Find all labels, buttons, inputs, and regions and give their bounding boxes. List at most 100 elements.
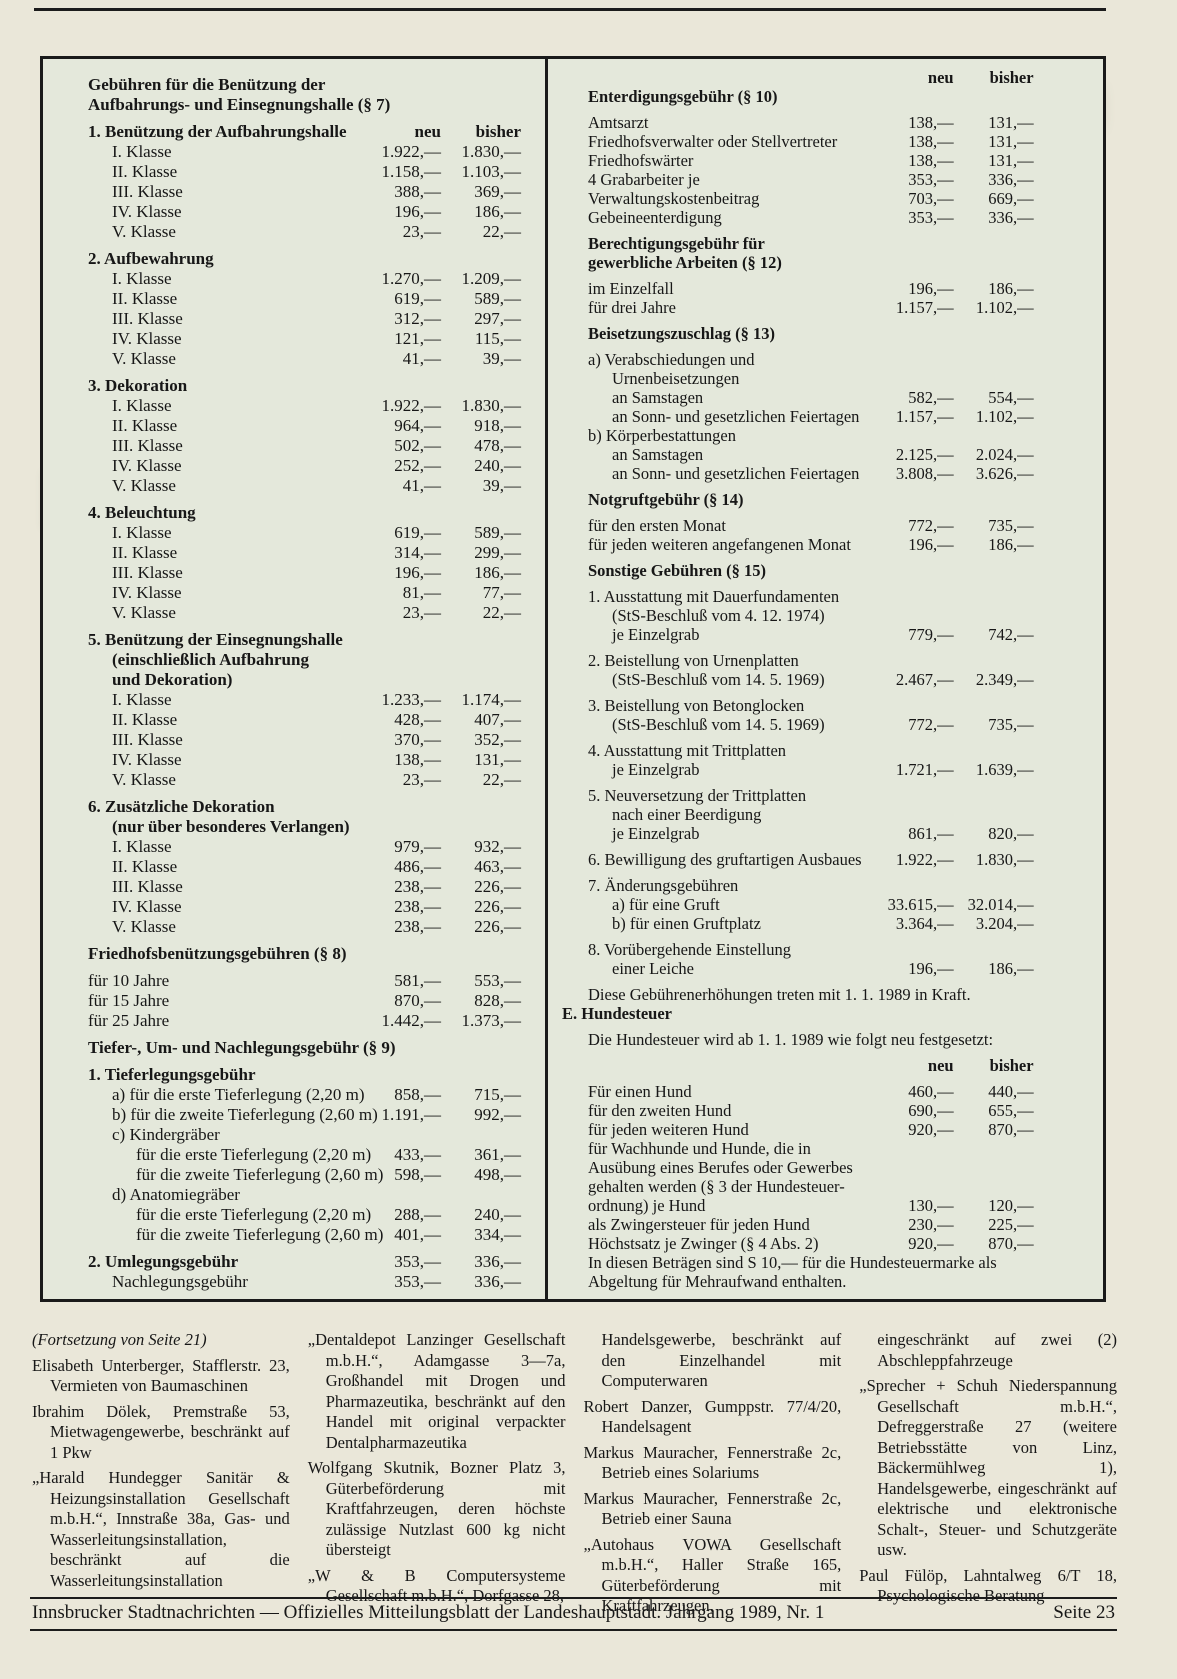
fee-label: an Samstagen bbox=[612, 388, 704, 407]
fee-line: II. Klasse 964,— 918,— bbox=[88, 416, 521, 436]
fee-line: 1. Benützung der Aufbahrungshalle neu bi… bbox=[88, 122, 521, 142]
fee-line: einer Leiche 196,— 186,— bbox=[588, 959, 1034, 978]
fee-amount-bisher bbox=[954, 876, 1034, 895]
fee-label: V. Klasse bbox=[112, 476, 176, 495]
fee-amount-neu: 861,— bbox=[908, 824, 954, 843]
fee-line: (einschließlich Aufbahrung bbox=[88, 650, 521, 670]
fee-amount-bisher bbox=[441, 95, 521, 115]
fee-line: für die erste Tieferlegung (2,20 m) 288,… bbox=[88, 1205, 521, 1225]
fee-amount-bisher bbox=[954, 786, 1034, 805]
fee-amount-bisher bbox=[441, 623, 521, 630]
fee-line: Amtsarzt 138,— 131,— bbox=[588, 113, 1034, 132]
fee-amount-bisher: 39,— bbox=[482, 349, 521, 368]
fee-amount-neu bbox=[862, 350, 954, 369]
fee-amount-bisher: 32.014,— bbox=[967, 895, 1034, 914]
fee-line: im Einzelfall 196,— 186,— bbox=[588, 279, 1034, 298]
fee-line bbox=[588, 843, 1034, 850]
fee-amount-neu: 81,— bbox=[402, 583, 441, 602]
fee-amount-bisher: 407,— bbox=[474, 710, 521, 729]
fee-line: je Einzelgrab 1.721,— 1.639,— bbox=[588, 760, 1034, 779]
listing-entry: Paul Fülöp, Lahntalweg 6/T 18, Psycholog… bbox=[859, 1565, 1117, 1606]
fee-label bbox=[588, 644, 862, 651]
fee-label: IV. Klasse bbox=[112, 583, 182, 602]
fee-label bbox=[588, 343, 862, 350]
fee-amount-neu: 401,— bbox=[394, 1225, 441, 1244]
fee-label: für 25 Jahre bbox=[88, 1011, 170, 1030]
fee-amount-bisher: 226,— bbox=[474, 877, 521, 896]
fee-amount-bisher bbox=[441, 964, 521, 971]
fee-amount-neu: 196,— bbox=[394, 202, 441, 221]
fee-amount-bisher: 3.204,— bbox=[975, 914, 1034, 933]
fee-label: Gebeineenterdigung bbox=[588, 208, 722, 227]
fee-amount-neu bbox=[349, 95, 441, 115]
fee-line: gewerbliche Arbeiten (§ 12) bbox=[588, 253, 1034, 272]
fee-line: Berechtigungsgebühr für bbox=[588, 234, 1034, 253]
fee-label bbox=[588, 869, 862, 876]
fee-label: an Sonn- und gesetzlichen Feiertagen bbox=[612, 464, 860, 483]
fee-amount-neu: 288,— bbox=[394, 1205, 441, 1224]
fee-label: 5. Neuversetzung der Trittplatten bbox=[588, 786, 807, 805]
fee-amount-bisher: 589,— bbox=[474, 523, 521, 542]
fee-line: IV. Klasse 196,— 186,— bbox=[88, 202, 521, 222]
fee-amount-neu: 196,— bbox=[394, 563, 441, 582]
fee-line: Aufbahrungs- und Einsegnungshalle (§ 7) bbox=[88, 95, 521, 115]
fee-amount-bisher bbox=[954, 869, 1034, 876]
fee-line: für die zweite Tieferlegung (2,60 m) 401… bbox=[88, 1225, 521, 1245]
fee-amount-bisher: 1.373,— bbox=[461, 1011, 522, 1030]
fee-amount-neu: 1.922,— bbox=[381, 396, 442, 415]
fee-column-right: neu bisher Enterdigungsgebühr (§ 10) Amt bbox=[548, 59, 1103, 1299]
fee-line: III. Klasse 196,— 186,— bbox=[88, 563, 521, 583]
fee-line: neu bisher bbox=[588, 68, 1034, 87]
fee-amount-bisher bbox=[441, 369, 521, 376]
fee-amount-bisher bbox=[954, 87, 1034, 106]
fee-line bbox=[588, 644, 1034, 651]
fee-label: gewerbliche Arbeiten (§ 12) bbox=[588, 253, 782, 272]
fee-amount-bisher bbox=[441, 503, 521, 523]
fee-amount-bisher: 1.103,— bbox=[461, 162, 522, 181]
fee-amount-neu: 619,— bbox=[394, 289, 441, 308]
fee-line: III. Klasse 238,— 226,— bbox=[88, 877, 521, 897]
fee-amount-neu bbox=[862, 253, 954, 272]
fee-amount-neu bbox=[862, 554, 954, 561]
fee-line: Tiefer-, Um- und Nachlegungsgebühr (§ 9) bbox=[88, 1038, 521, 1058]
fee-label: 2. Aufbewahrung bbox=[88, 249, 214, 268]
fee-label bbox=[88, 1245, 349, 1252]
fee-amount-neu: 130,— bbox=[908, 1196, 954, 1215]
fee-label: III. Klasse bbox=[112, 182, 183, 201]
fee-amount-bisher: 828,— bbox=[474, 991, 521, 1010]
fee-label: Tiefer-, Um- und Nachlegungsgebühr (§ 9) bbox=[88, 1038, 396, 1057]
fee-label: Nachlegungsgebühr bbox=[112, 1272, 248, 1291]
fee-amount-bisher: bisher bbox=[989, 1056, 1034, 1075]
fee-line: c) Kindergräber bbox=[88, 1125, 521, 1145]
fee-label: IV. Klasse bbox=[112, 897, 182, 916]
fee-amount-bisher: 463,— bbox=[474, 857, 521, 876]
fee-amount-bisher bbox=[441, 1185, 521, 1205]
fee-amount-bisher bbox=[954, 490, 1034, 509]
fee-amount-neu: 502,— bbox=[394, 436, 441, 455]
fee-label: a) für die erste Tieferlegung (2,20 m) bbox=[112, 1085, 365, 1104]
fee-amount-bisher: 1.830,— bbox=[975, 850, 1034, 869]
fee-line: IV. Klasse 121,— 115,— bbox=[88, 329, 521, 349]
fee-amount-bisher: 39,— bbox=[482, 476, 521, 495]
fee-amount-neu: 238,— bbox=[394, 897, 441, 916]
fee-label: I. Klasse bbox=[112, 690, 172, 709]
fee-amount-neu: 870,— bbox=[394, 991, 441, 1010]
fee-amount-neu bbox=[349, 623, 441, 630]
fee-amount-neu bbox=[862, 1177, 954, 1196]
fee-amount-neu: 772,— bbox=[908, 715, 954, 734]
fee-amount-bisher: 1.830,— bbox=[461, 142, 522, 161]
fee-line: 4 Grabarbeiter je 353,— 336,— bbox=[588, 170, 1034, 189]
fee-amount-bisher bbox=[441, 797, 521, 817]
fee-line bbox=[588, 554, 1034, 561]
fee-amount-neu bbox=[862, 1158, 954, 1177]
fee-line: 8. Vorübergehende Einstellung bbox=[588, 940, 1034, 959]
fee-line: II. Klasse 428,— 407,— bbox=[88, 710, 521, 730]
fee-amount-bisher bbox=[441, 1031, 521, 1038]
fee-amount-bisher bbox=[441, 1058, 521, 1065]
fee-line: an Sonn- und gesetzlichen Feiertagen 1.1… bbox=[588, 407, 1034, 426]
fee-label: d) Anatomiegräber bbox=[112, 1185, 240, 1204]
fee-line bbox=[588, 1023, 1034, 1030]
fee-label: Berechtigungsgebühr für bbox=[588, 234, 765, 253]
fee-line: nach einer Beerdigung bbox=[588, 805, 1034, 824]
